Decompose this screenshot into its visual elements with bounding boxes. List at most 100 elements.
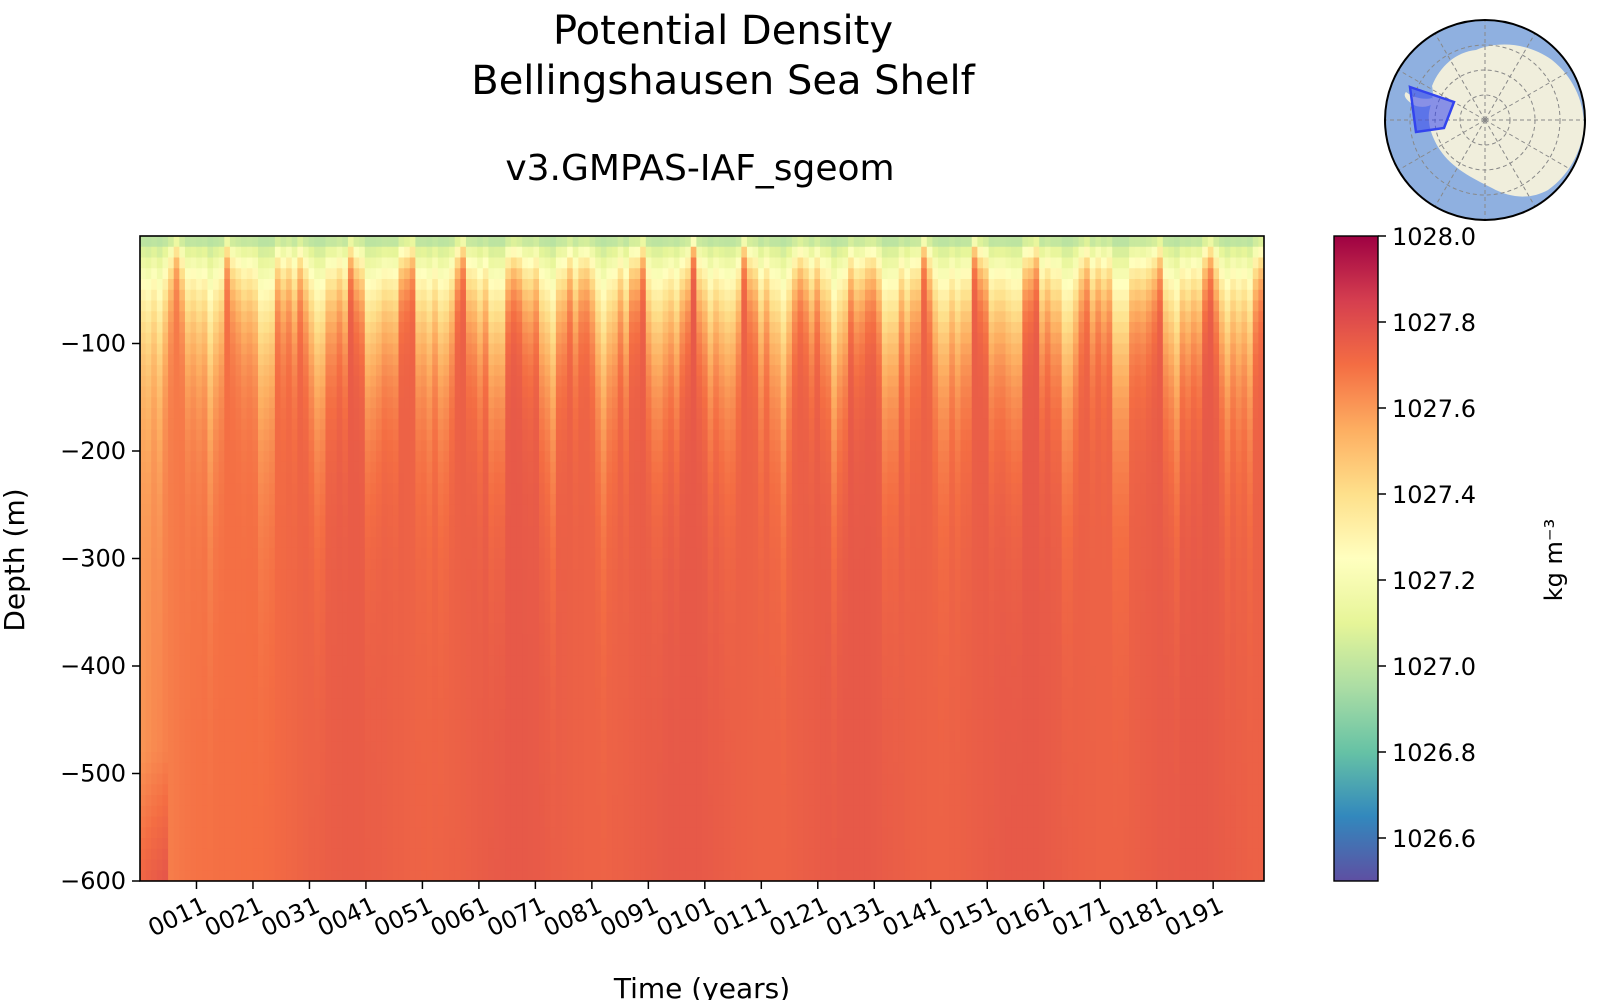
heatmap-cell [224,258,230,269]
heatmap-cell [595,333,601,344]
heatmap-cell [505,709,511,720]
heatmap-cell [146,268,152,279]
heatmap-cell [511,258,517,269]
heatmap-cell [590,451,596,462]
heatmap-cell [573,774,579,785]
heatmap-cell [325,268,331,279]
heatmap-cell [460,870,466,881]
heatmap-cell [146,430,152,441]
heatmap-cell [472,774,478,785]
heatmap-cell [224,430,230,441]
heatmap-cell [562,451,568,462]
heatmap-cell [472,677,478,688]
heatmap-cell [314,344,320,355]
heatmap-cell [359,591,365,602]
heatmap-cell [241,376,247,387]
heatmap-cell [337,440,343,451]
heatmap-cell [562,849,568,860]
heatmap-cell [393,537,399,548]
heatmap-cell [236,258,242,269]
heatmap-cell [230,322,236,333]
heatmap-cell [539,279,545,290]
heatmap-cell [146,333,152,344]
heatmap-cell [185,720,191,731]
heatmap-cell [562,365,568,376]
heatmap-cell [455,838,461,849]
heatmap-cell [213,526,219,537]
heatmap-cell [477,462,483,473]
heatmap-cell [140,677,146,688]
heatmap-cell [421,580,427,591]
heatmap-cell [236,623,242,634]
heatmap-cell [505,387,511,398]
heatmap-cell [207,494,213,505]
heatmap-cell [584,247,590,258]
heatmap-cell [168,860,174,871]
heatmap-cell [359,741,365,752]
heatmap-cell [202,666,208,677]
heatmap-cell [219,440,225,451]
heatmap-cell [522,677,528,688]
heatmap-cell [533,569,539,580]
heatmap-cell [443,419,449,430]
heatmap-cell [387,838,393,849]
heatmap-cell [550,806,556,817]
heatmap-cell [393,301,399,312]
heatmap-cell [146,473,152,484]
heatmap-cell [179,516,185,527]
heatmap-cell [219,494,225,505]
heatmap-cell [140,698,146,709]
heatmap-cell [432,247,438,258]
heatmap-cell [550,645,556,656]
heatmap-cell [230,344,236,355]
heatmap-cell [314,279,320,290]
heatmap-cell [550,290,556,301]
heatmap-cell [511,698,517,709]
heatmap-cell [297,838,303,849]
heatmap-cell [387,763,393,774]
heatmap-cell [421,634,427,645]
heatmap-cell [297,311,303,322]
heatmap-cell [387,784,393,795]
heatmap-cell [320,752,326,763]
heatmap-cell [590,505,596,516]
heatmap-cell [567,397,573,408]
heatmap-cell [236,419,242,430]
heatmap-cell [224,784,230,795]
heatmap-cell [320,451,326,462]
heatmap-cell [488,860,494,871]
heatmap-cell [545,548,551,559]
heatmap-cell [505,344,511,355]
heatmap-cell [545,817,551,828]
heatmap-cell [252,247,258,258]
heatmap-cell [494,526,500,537]
heatmap-cell [281,817,287,828]
heatmap-cell [258,483,264,494]
heatmap-cell [342,268,348,279]
heatmap-cell [449,763,455,774]
heatmap-cell [348,473,354,484]
heatmap-cell [213,795,219,806]
heatmap-cell [354,462,360,473]
heatmap-cell [241,817,247,828]
heatmap-cell [567,623,573,634]
heatmap-cell [477,505,483,516]
heatmap-cell [207,279,213,290]
heatmap-cell [174,591,180,602]
heatmap-cell [539,376,545,387]
heatmap-cell [241,677,247,688]
heatmap-cell [438,311,444,322]
heatmap-cell [325,698,331,709]
heatmap-cell [241,784,247,795]
heatmap-cell [207,354,213,365]
heatmap-cell [219,473,225,484]
heatmap-cell [247,322,253,333]
heatmap-cell [140,795,146,806]
heatmap-cell [258,365,264,376]
heatmap-cell [303,344,309,355]
heatmap-cell [264,494,270,505]
heatmap-cell [219,430,225,441]
heatmap-cell [247,666,253,677]
heatmap-cell [460,408,466,419]
heatmap-cell [500,537,506,548]
